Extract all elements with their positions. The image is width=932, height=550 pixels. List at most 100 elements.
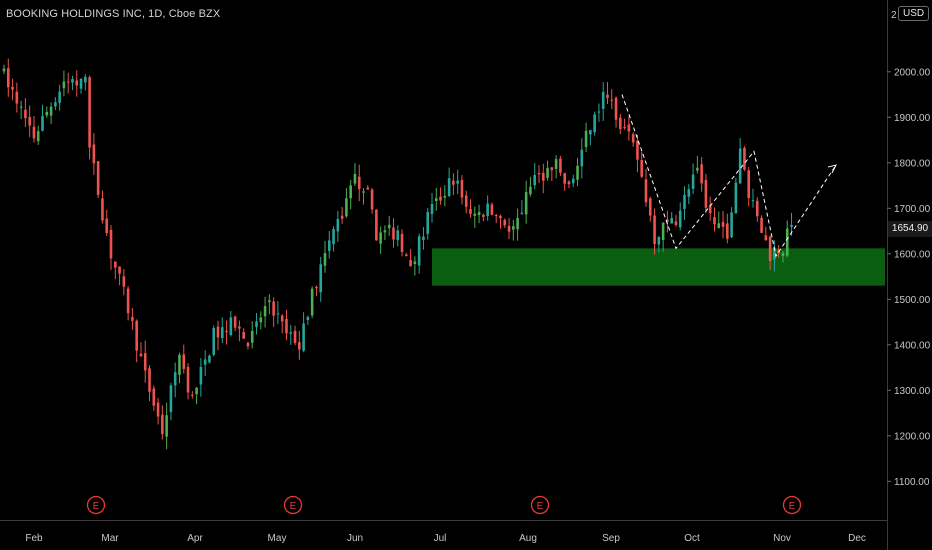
candle [225,320,228,345]
earnings-marker[interactable]: E [782,495,802,515]
candle [721,210,725,239]
candle [105,209,109,237]
candle [524,180,528,224]
price-tick-label: 1100.00 [894,477,930,488]
candle [486,195,489,221]
candle [610,89,614,110]
candle [477,204,481,224]
candle [54,97,57,111]
candle [657,236,661,253]
candle [683,186,686,220]
candle [730,207,733,239]
candle [79,78,83,94]
candle [345,187,348,218]
candle [405,252,408,257]
earnings-marker[interactable]: E [86,495,106,515]
earnings-marker-label: E [290,501,297,512]
candle [306,315,310,326]
candle [101,190,104,224]
candle [49,102,53,125]
candle [619,113,622,135]
candle [203,350,207,377]
candle [289,325,293,345]
candle [195,386,198,405]
candle [413,256,417,276]
candle [559,155,562,176]
candle [400,229,404,257]
earnings-marker-label: E [789,501,796,512]
candle [430,192,434,223]
time-tick-label: Sep [602,533,620,544]
candle [268,294,271,315]
candle [661,222,665,252]
candle [434,187,438,211]
time-tick-label: Apr [187,533,203,544]
candle [678,202,682,231]
earnings-marker-label: E [93,501,100,512]
candle [516,208,519,241]
candle [327,231,331,259]
candle [383,225,387,241]
candle [242,328,245,339]
candle [139,342,143,357]
projection-path[interactable] [621,94,837,258]
candle [417,233,421,274]
earnings-marker[interactable]: E [283,495,303,515]
candle [293,325,297,346]
candle [456,169,459,195]
candle [88,75,91,160]
time-tick-label: May [268,533,287,544]
candle [726,213,729,244]
candle [19,100,23,119]
candle [92,133,96,175]
candle [529,176,532,197]
candle [178,352,181,384]
candle [738,138,742,185]
candle [636,134,639,173]
candle [58,84,61,111]
candle [773,240,776,272]
support-zone[interactable] [432,248,885,286]
candle [340,206,344,224]
candle [161,405,164,440]
candle [443,185,447,207]
candle [15,82,19,113]
time-tick-label: Jun [347,533,363,544]
candle [554,155,558,179]
candle [755,197,759,222]
candle [670,212,673,224]
candle [627,116,631,141]
candle [584,122,588,153]
candle [11,78,14,101]
candle [464,190,468,214]
candle [597,103,601,122]
candle [439,187,442,205]
candle [717,211,721,229]
earnings-marker[interactable]: E [530,495,550,515]
candle [674,214,678,227]
candle [743,146,746,172]
candle [452,173,455,196]
candle [751,188,755,208]
candle [263,296,267,328]
price-tick-label: 1800.00 [894,158,931,169]
candle [426,207,430,240]
price-tick-label: 1300.00 [894,386,931,397]
candle [653,208,656,255]
candle [734,177,738,214]
candle [182,344,186,374]
candle [113,261,117,280]
candle [541,163,545,194]
candle [512,219,515,241]
candle [36,125,40,145]
candle [186,363,190,400]
currency-button[interactable]: USD [898,6,930,21]
candle [687,184,691,205]
candle [45,106,49,118]
candle [760,215,763,234]
candle [507,218,511,240]
candle [199,358,203,397]
candle [700,157,703,192]
